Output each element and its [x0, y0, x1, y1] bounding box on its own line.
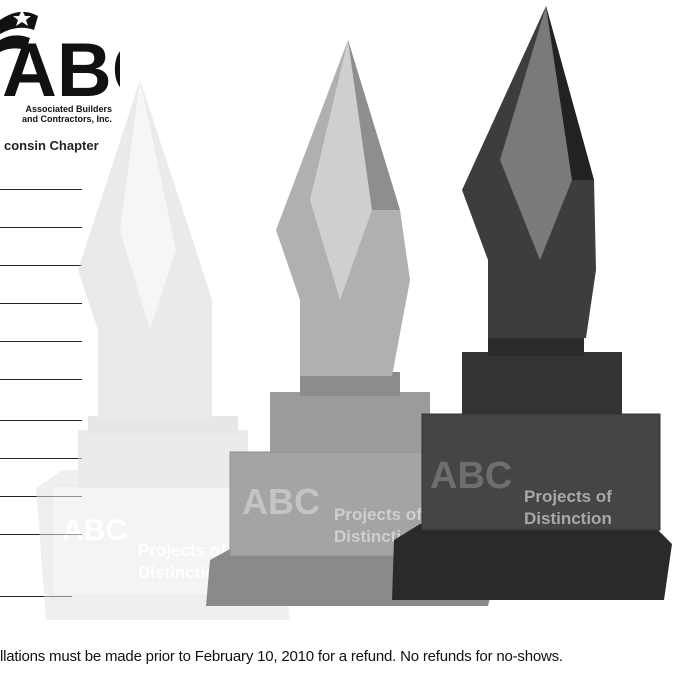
form-line-bottom: [0, 596, 72, 597]
form-line: [0, 458, 82, 459]
form-line: [0, 341, 82, 342]
form-line: [0, 379, 82, 380]
form-line: [0, 189, 82, 190]
chapter-name: consin Chapter: [4, 138, 99, 153]
award-light-logo: ABC: [62, 514, 127, 547]
logo-letters: ABC: [2, 28, 120, 104]
form-line: [0, 303, 82, 304]
awards-illustration: Projects of Distinction ABC ABC Projects…: [36, 6, 672, 620]
award-dark-line2: Distinction: [524, 509, 612, 528]
award-medium-logo: ABC: [242, 481, 320, 522]
logo-line2: and Contractors, Inc.: [21, 114, 112, 124]
award-medium: ABC Projects of Distinction: [206, 40, 498, 606]
award-light-line2: Distinction: [138, 563, 226, 582]
form-line: [0, 265, 82, 266]
award-dark-line1: Projects of: [524, 487, 612, 506]
award-medium-line1: Projects of: [334, 505, 422, 524]
form-line: [0, 227, 82, 228]
award-light-line1: Projects of: [138, 541, 226, 560]
award-dark: ABC Projects of Distinction: [392, 6, 672, 600]
form-line: [0, 420, 82, 421]
abc-logo: ABC Associated Builders and Contractors,…: [0, 0, 120, 150]
award-dark-logo: ABC: [430, 455, 512, 497]
logo-mark-icon: ABC: [0, 10, 120, 104]
cancellation-notice: llations must be made prior to February …: [0, 648, 563, 665]
logo-line1: Associated Builders: [25, 104, 112, 114]
